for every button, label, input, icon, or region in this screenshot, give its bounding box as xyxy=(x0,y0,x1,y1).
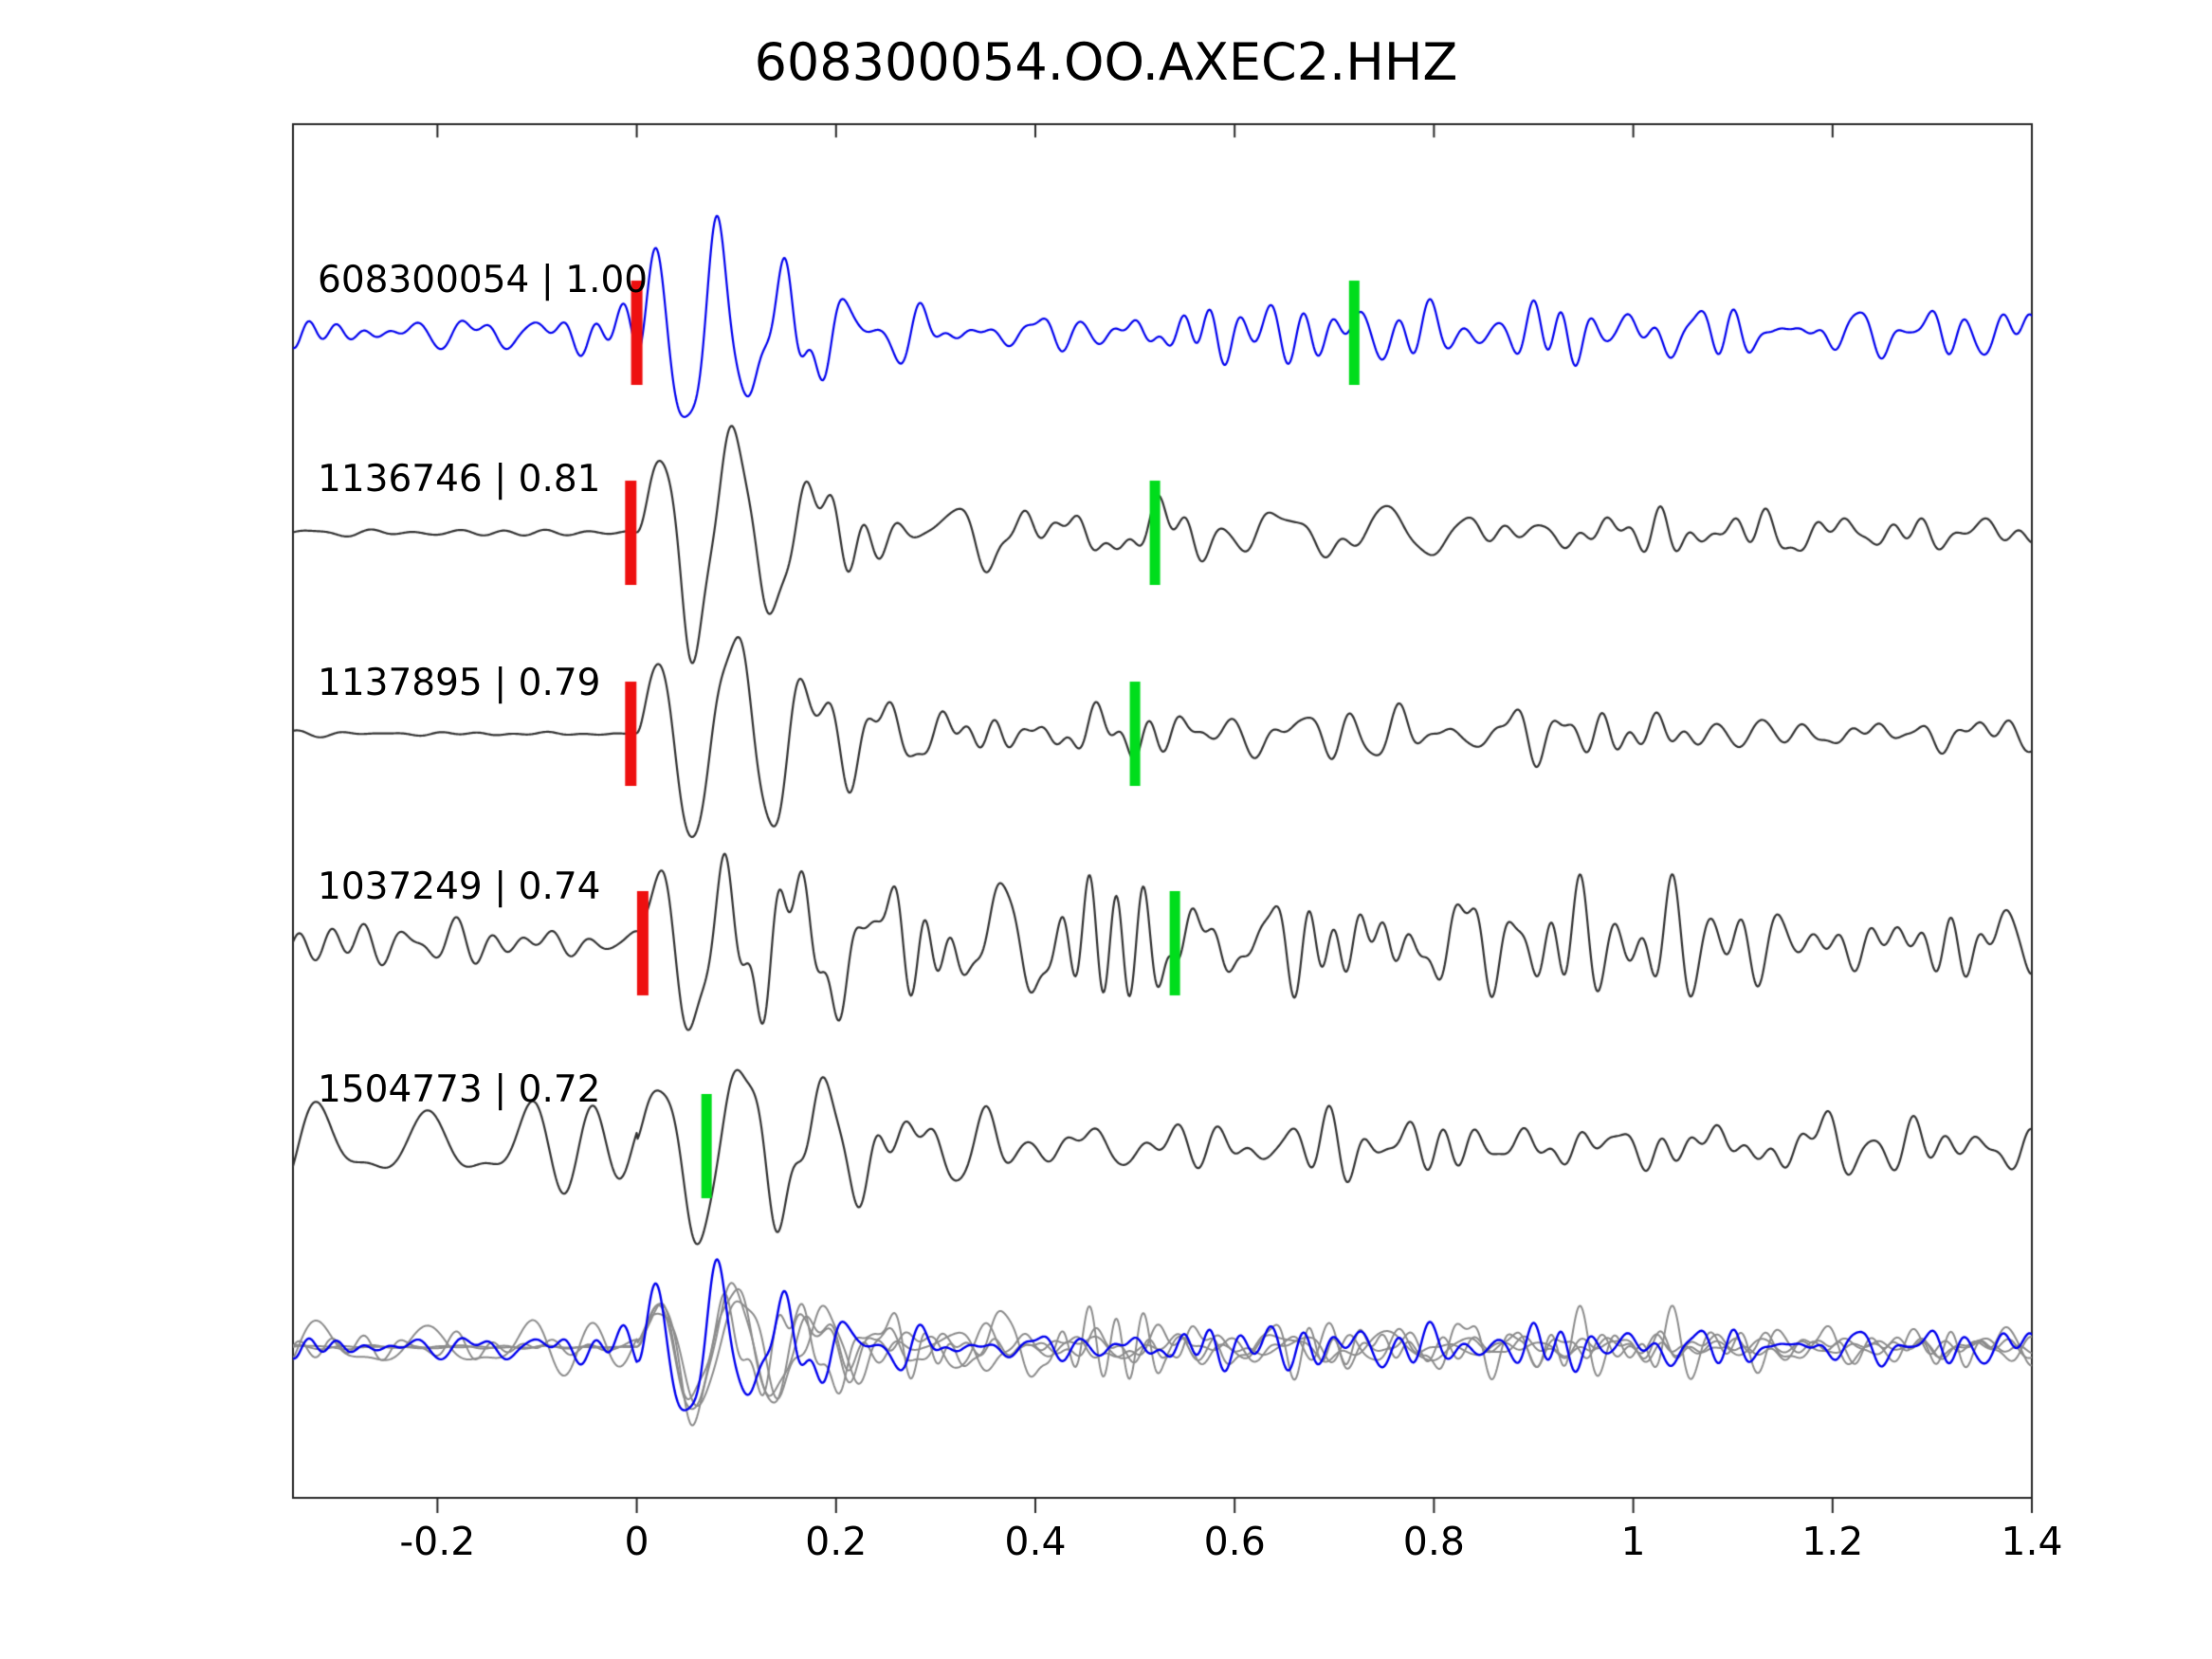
trace-label-1: 1136746 | 0.81 xyxy=(318,458,601,501)
trace-label-3: 1037249 | 0.74 xyxy=(318,866,601,908)
chart-title: 608300054.OO.AXEC2.HHZ xyxy=(754,32,1458,92)
x-tick-label-3: 0.4 xyxy=(1004,1519,1067,1564)
x-tick-label-6: 1 xyxy=(1620,1519,1646,1564)
x-tick-label-0: -0.2 xyxy=(399,1519,476,1564)
x-tick-label-1: 0 xyxy=(624,1519,649,1564)
x-tick-label-7: 1.2 xyxy=(1801,1519,1864,1564)
x-tick-label-8: 1.4 xyxy=(2001,1519,2063,1564)
x-tick-label-5: 0.8 xyxy=(1402,1519,1465,1564)
x-tick-label-4: 0.6 xyxy=(1203,1519,1266,1564)
trace-label-4: 1504773 | 0.72 xyxy=(318,1068,601,1111)
trace-label-0: 608300054 | 1.00 xyxy=(318,259,649,301)
x-tick-label-2: 0.2 xyxy=(805,1519,868,1564)
trace-label-2: 1137895 | 0.79 xyxy=(318,662,601,704)
